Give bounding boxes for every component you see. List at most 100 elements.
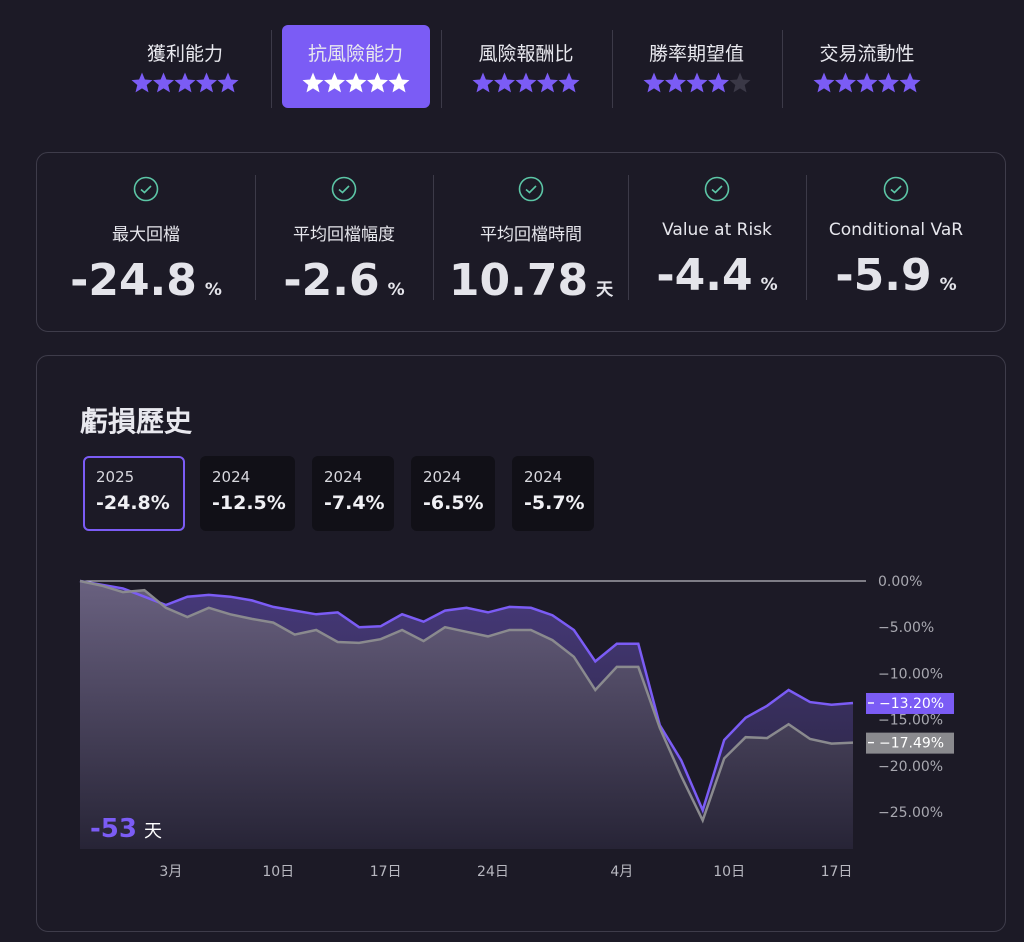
tab-label: 勝率期望值 xyxy=(648,43,744,65)
period-drawdown: -24.8% xyxy=(96,492,170,514)
tab[interactable]: 抗風險能力 xyxy=(281,25,430,108)
rating xyxy=(131,72,239,93)
metric-label: 最大回檔 xyxy=(112,225,180,245)
check-icon xyxy=(883,176,909,202)
period-button[interactable]: 2024 -6.5% xyxy=(411,456,495,531)
x-tick-label: 10日 xyxy=(713,864,745,880)
star xyxy=(515,72,537,93)
star xyxy=(856,72,878,93)
metric-value: -24.8% xyxy=(51,255,241,306)
metric: Value at Risk -4.4% xyxy=(622,176,812,301)
y-tick-label: −25.00% xyxy=(878,805,943,821)
series-line xyxy=(79,579,854,824)
metric-number: 10.78 xyxy=(448,255,589,306)
period-button[interactable]: 2024 -12.5% xyxy=(200,456,295,531)
star xyxy=(302,72,323,93)
metric-label: Conditional VaR xyxy=(828,220,964,240)
star xyxy=(707,72,729,93)
tab[interactable]: 交易流動性 xyxy=(793,25,941,108)
x-tick-label: 17日 xyxy=(370,864,402,880)
check-mark xyxy=(890,185,902,194)
y-tick-label: −15.00% xyxy=(878,713,943,729)
series-line xyxy=(79,579,854,814)
star xyxy=(558,72,580,93)
check-icon xyxy=(518,176,544,202)
metric-separator xyxy=(628,175,629,300)
x-tick-label: 4月 xyxy=(610,864,633,880)
period-year: 2024 xyxy=(524,468,563,486)
last-value-label: −13.20% xyxy=(879,696,944,712)
tab[interactable]: 風險報酬比 xyxy=(452,25,600,108)
last-value-label: −17.49% xyxy=(879,736,944,752)
tab[interactable]: 獲利能力 xyxy=(111,25,259,108)
metric-number: -24.8 xyxy=(70,255,197,306)
metric-value: -5.9% xyxy=(801,250,991,301)
metric: 最大回檔 -24.8% xyxy=(51,176,241,306)
tab-separator xyxy=(270,30,272,108)
metric: 平均回檔幅度 -2.6% xyxy=(249,176,439,306)
check-mark xyxy=(711,185,723,194)
star xyxy=(345,72,366,93)
star xyxy=(472,72,494,93)
check-mark xyxy=(338,185,350,194)
x-tick-label: 24日 xyxy=(477,864,509,880)
period-drawdown: -5.7% xyxy=(524,492,585,514)
tab[interactable]: 勝率期望值 xyxy=(623,25,771,108)
period-year: 2024 xyxy=(423,468,462,486)
metrics-card xyxy=(36,152,1006,332)
annotation-value: -53 xyxy=(90,814,137,844)
history-card xyxy=(36,355,1006,932)
metric-label: 平均回檔時間 xyxy=(480,225,582,245)
annotation-unit: 天 xyxy=(144,821,162,842)
x-tick-label: 3月 xyxy=(159,864,182,880)
tab-separator xyxy=(611,30,613,108)
check-circle xyxy=(331,176,357,202)
tab-label: 抗風險能力 xyxy=(307,43,403,65)
star xyxy=(131,72,153,93)
star xyxy=(217,72,239,93)
star xyxy=(686,72,707,93)
metric-number: -4.4 xyxy=(656,250,753,301)
period-button[interactable]: 2025 -24.8% xyxy=(83,456,185,531)
x-tick-label: 17日 xyxy=(821,864,853,880)
rating xyxy=(472,72,580,93)
metric-unit: % xyxy=(939,275,957,295)
period-drawdown: -7.4% xyxy=(324,492,385,514)
metric-separator xyxy=(433,175,434,300)
star xyxy=(196,72,217,93)
check-circle xyxy=(704,176,730,202)
star xyxy=(174,72,196,93)
metric-value: 10.78 天 xyxy=(436,255,626,306)
metric-value: -4.4% xyxy=(622,250,812,301)
period-button[interactable]: 2024 -5.7% xyxy=(512,456,594,531)
check-circle xyxy=(133,176,159,202)
period-button[interactable]: 2024 -7.4% xyxy=(312,456,394,531)
metric-unit: % xyxy=(387,280,405,300)
star xyxy=(643,72,664,93)
x-tick-label: 10日 xyxy=(262,864,294,880)
tab-label: 交易流動性 xyxy=(819,43,915,65)
y-tick-label: 0.00% xyxy=(878,574,922,590)
star xyxy=(323,72,345,93)
check-mark xyxy=(525,185,537,194)
last-value-box xyxy=(866,732,954,754)
check-circle xyxy=(883,176,909,202)
period-year: 2024 xyxy=(212,468,251,486)
metric-number: -2.6 xyxy=(283,255,380,306)
star xyxy=(835,72,856,93)
check-icon xyxy=(704,176,730,202)
last-value-box xyxy=(866,692,954,714)
metric: 平均回檔時間 10.78 天 xyxy=(436,176,626,306)
star xyxy=(899,72,921,93)
rating xyxy=(813,72,921,93)
check-icon xyxy=(133,176,159,202)
period-drawdown: -6.5% xyxy=(423,492,484,514)
star xyxy=(813,72,835,93)
rating xyxy=(302,72,409,93)
metric-label: Value at Risk xyxy=(662,220,772,240)
tab-label: 獲利能力 xyxy=(146,43,223,65)
metric-value: -2.6% xyxy=(249,255,439,306)
metric-number: -5.9 xyxy=(835,250,932,301)
